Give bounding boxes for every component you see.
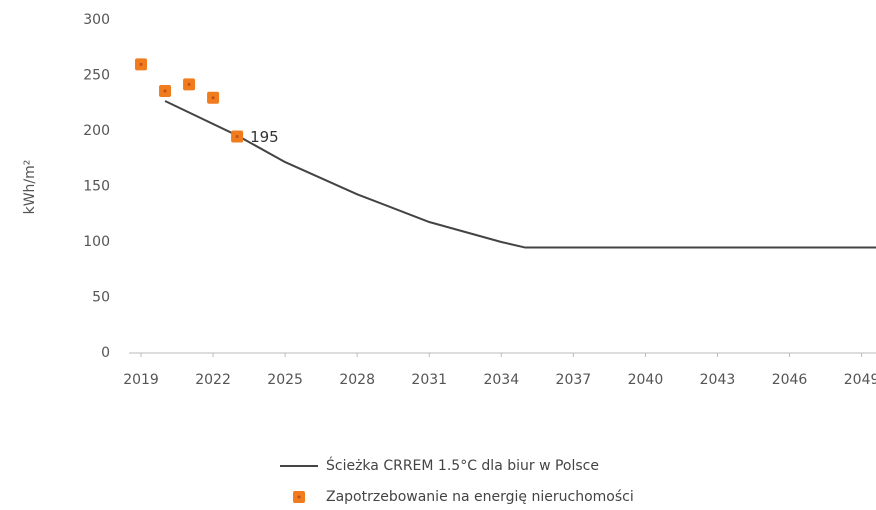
y-tick-label: 0 <box>101 345 110 361</box>
marker-dot <box>139 62 143 66</box>
x-tick-label: 2037 <box>556 372 592 388</box>
y-tick-label: 100 <box>83 234 110 250</box>
marker-dot <box>235 135 239 139</box>
line <box>164 100 876 249</box>
marker-dot <box>211 96 215 100</box>
legend-label: Zapotrzebowanie na energię nieruchomości <box>326 489 634 505</box>
x-tick-label: 2046 <box>772 372 808 388</box>
marker <box>293 491 305 503</box>
marker <box>183 78 196 91</box>
x-tick-label: 2025 <box>267 372 303 388</box>
marker <box>159 85 172 98</box>
marker-dot <box>187 82 191 86</box>
marker <box>135 58 148 71</box>
x-tick-label: 2040 <box>628 372 664 388</box>
marker <box>231 130 244 143</box>
x-tick-label: 2043 <box>700 372 736 388</box>
marker-dot <box>297 495 301 499</box>
x-tick-label: 2034 <box>483 372 519 388</box>
plot-area <box>135 58 876 249</box>
x-tick-label: 2019 <box>123 372 159 388</box>
x-tick-label: 2049 <box>844 372 876 388</box>
x-tick-label: 2031 <box>411 372 447 388</box>
data-label: 195 <box>250 128 279 146</box>
y-axis-label: kWh/m² <box>22 160 38 215</box>
y-tick-label: 200 <box>83 123 110 139</box>
marker-dot <box>163 89 167 93</box>
marker <box>207 91 220 104</box>
legend-label: Ścieżka CRREM 1.5°C dla biur w Polsce <box>326 456 599 474</box>
x-tick-label: 2022 <box>195 372 231 388</box>
y-tick-label: 300 <box>83 12 110 28</box>
y-tick-label: 250 <box>83 68 110 84</box>
y-tick-label: 50 <box>92 290 110 306</box>
x-tick-label: 2028 <box>339 372 375 388</box>
y-tick-label: 150 <box>83 179 110 195</box>
